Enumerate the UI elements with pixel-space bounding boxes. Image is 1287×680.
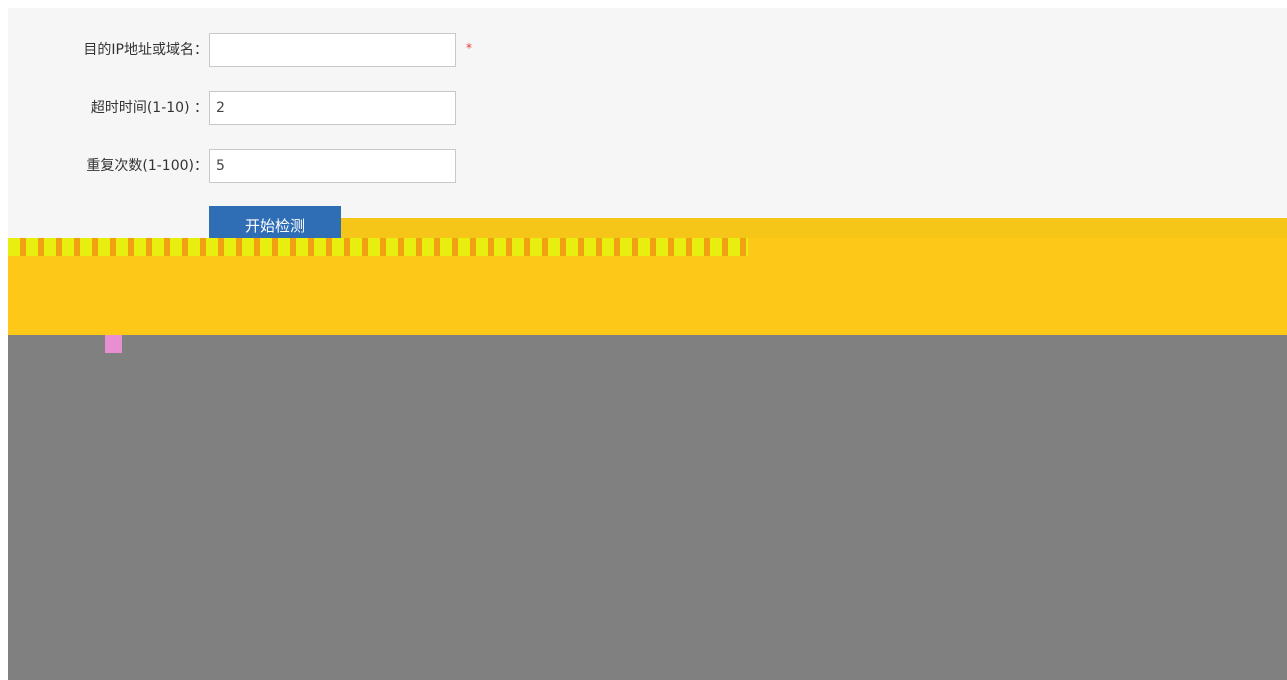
field-label: 重复次数(1-100)： bbox=[86, 158, 208, 174]
glitch-band bbox=[341, 218, 1287, 238]
text-input[interactable]: 5 bbox=[209, 149, 456, 183]
field-label: 目的IP地址或域名： bbox=[83, 42, 208, 58]
text-input[interactable]: 2 bbox=[209, 91, 456, 125]
glitch-pixel bbox=[105, 335, 122, 353]
glitch-stripes bbox=[8, 238, 748, 256]
required-mark: * bbox=[466, 41, 472, 55]
text-input[interactable] bbox=[209, 33, 456, 67]
field-label: 超时时间(1-10) ： bbox=[90, 100, 208, 116]
glitch-area bbox=[8, 335, 1287, 680]
panel: 目的IP地址或域名： * 超时时间(1-10) ： 2 重复次数(1-100)：… bbox=[8, 8, 1287, 680]
